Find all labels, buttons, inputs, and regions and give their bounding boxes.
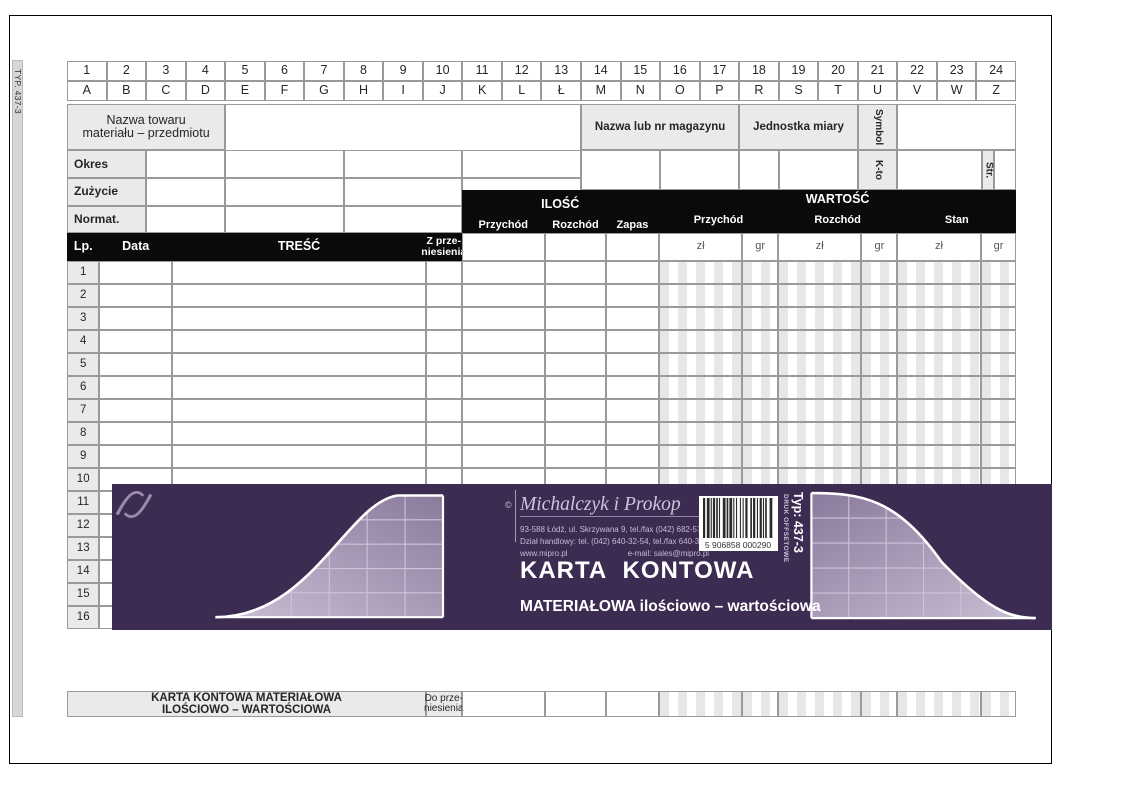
svg-text:5 906858 000290: 5 906858 000290 [705,540,771,550]
